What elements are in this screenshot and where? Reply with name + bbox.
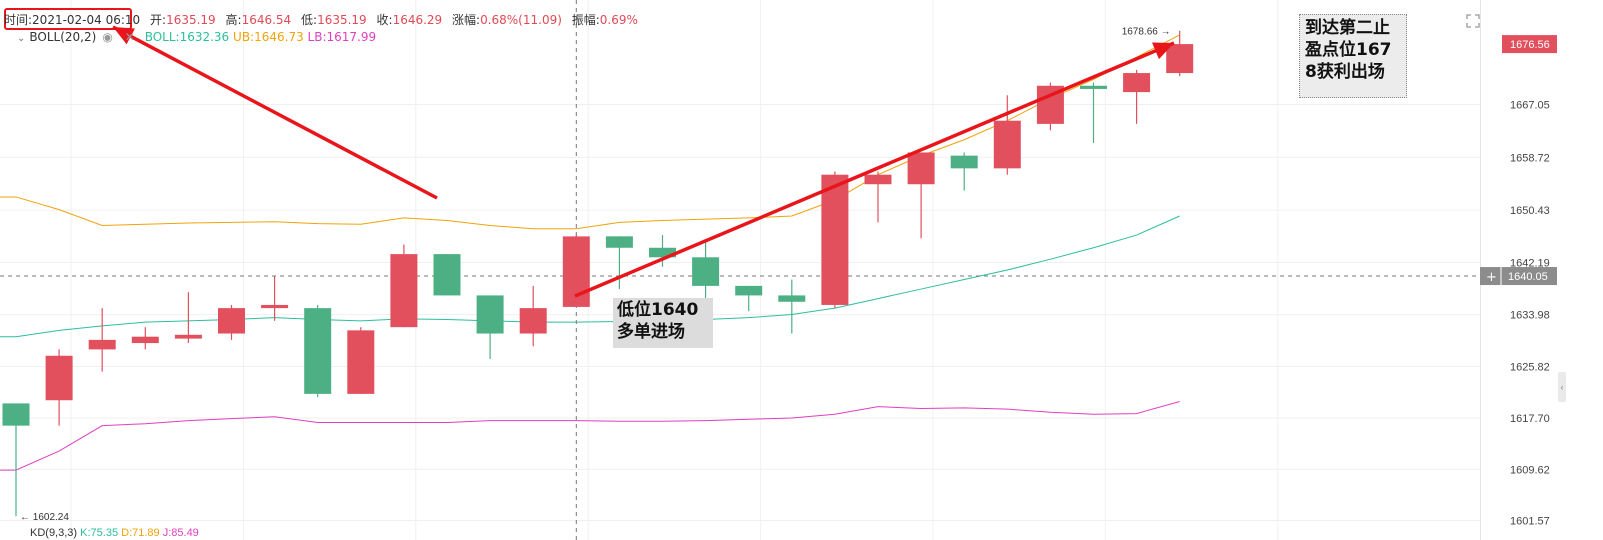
- kd-d-value: D:71.89: [121, 527, 160, 539]
- y-tick-label: 1633.98: [1510, 310, 1550, 322]
- crosshair-price-text: 1640.05: [1508, 271, 1548, 283]
- low-label: 低:: [301, 13, 318, 27]
- current-price-tag: [1502, 35, 1557, 54]
- high-value: 1646.54: [241, 13, 292, 27]
- time-value: 2021-02-04 06:10: [32, 13, 141, 27]
- candle-body: [88, 339, 116, 350]
- y-tick-label: 1625.82: [1510, 361, 1550, 373]
- kd-name: KD(9,3,3): [30, 527, 78, 539]
- candle-body: [261, 304, 289, 309]
- time-highlight-box: [4, 8, 132, 30]
- candle-body: [45, 355, 73, 401]
- candle-body: [735, 285, 763, 296]
- y-tick-label: 1667.05: [1510, 100, 1550, 112]
- close-label: 收:: [376, 13, 393, 27]
- time-label: 时间:: [4, 13, 33, 27]
- amplitude-label: 振幅:: [571, 13, 600, 27]
- candle-body: [2, 403, 30, 426]
- y-tick-label: 1642.19: [1510, 257, 1550, 269]
- chevron-down-icon[interactable]: ⌄: [17, 33, 26, 44]
- kd-j-value: J:85.49: [162, 527, 199, 539]
- candle-body: [1166, 44, 1194, 74]
- candle-body: [218, 308, 245, 334]
- arrow-trend-shaft: [574, 41, 1175, 298]
- entry-note-line: 多单进场: [617, 322, 685, 342]
- exit-note-line: 8获利出场: [1305, 62, 1385, 82]
- entry-note: 低位1640 多单进场: [613, 298, 713, 348]
- candle-body: [605, 236, 633, 248]
- min-price-label: ← 1602.24: [20, 512, 69, 523]
- entry-note-line: 低位1640: [617, 300, 699, 320]
- boll-name: BOLL(20,2): [29, 30, 97, 44]
- candle-body: [993, 120, 1021, 169]
- arrow-trend-head: [1152, 42, 1174, 60]
- exit-note-line: 盈点位167: [1305, 40, 1392, 60]
- candle-body: [390, 254, 418, 328]
- candle-body: [907, 152, 935, 185]
- arrow-to-time-head: [113, 27, 135, 45]
- crosshair-price-tag: [1480, 267, 1557, 286]
- close-icon[interactable]: ✕: [124, 30, 135, 44]
- open-label: 开:: [150, 13, 167, 27]
- scroll-handle[interactable]: ‹: [1558, 372, 1566, 402]
- boll-lower-line: [0, 401, 1180, 471]
- candle-body: [821, 174, 849, 305]
- candle-body: [519, 308, 547, 334]
- exit-note-line: 到达第二止: [1305, 18, 1390, 38]
- y-tick-label: 1658.72: [1510, 152, 1550, 164]
- candle-body: [1123, 73, 1151, 93]
- candle-body: [778, 295, 806, 302]
- boll-upper-line: [0, 34, 1180, 230]
- boll-indicator-row: ⌄ BOLL(20,2) ◉ ✕ BOLL:1632.36 UB:1646.73 LB…: [17, 30, 376, 44]
- change-label: 涨幅:: [452, 13, 481, 27]
- arrow-to-time-shaft: [112, 25, 438, 200]
- candle-body: [692, 257, 720, 286]
- change-value: 0.68%(11.09): [480, 13, 562, 27]
- candle-body: [174, 334, 202, 339]
- current-price-text: 1676.56: [1510, 39, 1550, 51]
- y-tick-label: 1617.70: [1510, 413, 1550, 425]
- boll-ub-value: UB:1646.73: [233, 30, 304, 44]
- candle-body: [304, 308, 332, 394]
- y-tick-label: 1609.62: [1510, 464, 1550, 476]
- candle-body: [649, 247, 676, 258]
- candle-body: [347, 330, 375, 394]
- exit-note: 到达第二止 盈点位167 8获利出场: [1299, 14, 1407, 98]
- boll-mid-value: BOLL:1632.36: [144, 30, 230, 44]
- y-tick-label: 1650.43: [1510, 205, 1550, 217]
- kd-k-value: K:75.35: [80, 527, 119, 539]
- open-value: 1635.19: [166, 13, 216, 27]
- candle-body: [433, 254, 461, 296]
- kd-indicator-row: KD(9,3,3) K:75.35 D:71.89 J:85.49: [30, 527, 199, 539]
- candle-body: [864, 174, 892, 185]
- max-price-label: 1678.66 →: [1122, 27, 1171, 38]
- candle-body: [1080, 85, 1107, 89]
- low-value: 1635.19: [317, 13, 367, 27]
- boll-lb-value: LB:1617.99: [307, 30, 377, 44]
- candle-body: [950, 155, 978, 169]
- amplitude-value: 0.69%: [599, 13, 638, 27]
- eye-icon[interactable]: ◉: [102, 30, 113, 44]
- plus-icon: +: [1486, 270, 1497, 285]
- ohlc-info-row: 时间:2021-02-04 06:10 开:1635.19 高:1646.54 …: [4, 11, 638, 28]
- candle-body: [131, 336, 159, 344]
- close-value: 1646.29: [392, 13, 443, 27]
- high-label: 高:: [225, 13, 242, 27]
- y-tick-label: 1601.57: [1510, 515, 1550, 527]
- expand-icon[interactable]: [1466, 14, 1480, 28]
- candle-body: [476, 295, 504, 334]
